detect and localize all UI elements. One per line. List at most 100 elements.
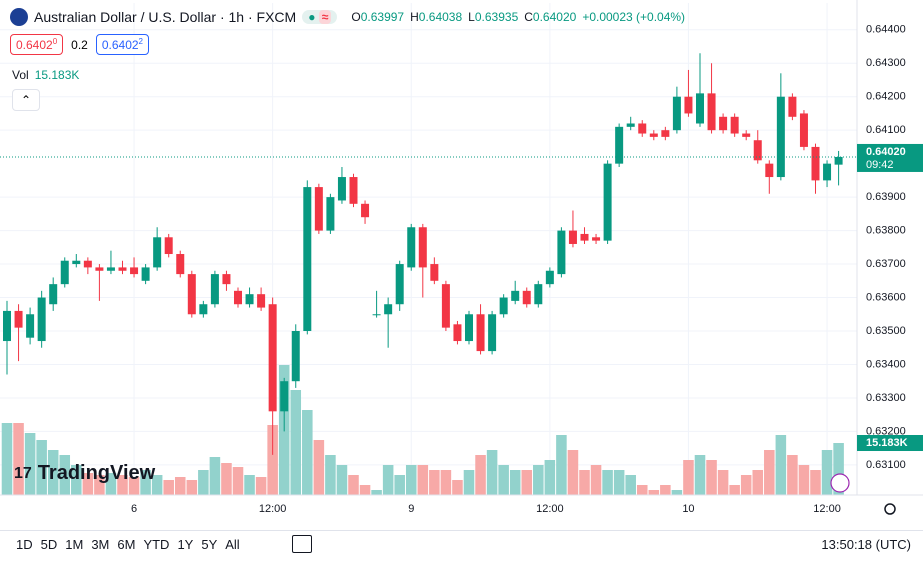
- candle-body: [72, 260, 81, 265]
- range-button[interactable]: 1Y: [177, 537, 194, 552]
- volume-bar: [579, 470, 590, 495]
- volume-bar: [590, 465, 602, 495]
- volume-bar: [706, 460, 717, 495]
- header: Australian Dollar / U.S. Dollar · 1h · F…: [10, 8, 685, 26]
- volume-bar: [371, 490, 382, 495]
- y-tick-label: 0.64300: [866, 57, 906, 69]
- volume-bar: [625, 475, 636, 495]
- range-button[interactable]: All: [225, 537, 240, 552]
- collapse-button[interactable]: ⌃: [12, 89, 40, 111]
- volume-bar: [405, 465, 417, 495]
- volume-bar: [255, 477, 267, 495]
- volume-bar: [671, 490, 683, 495]
- candle-body: [788, 96, 797, 117]
- ohlc-item: O: [351, 10, 361, 24]
- volume-label-bg: [857, 435, 923, 452]
- range-button[interactable]: 5Y: [201, 537, 218, 552]
- volume-bar: [602, 470, 613, 495]
- volume-bar: [244, 475, 255, 495]
- candle-body: [257, 294, 266, 308]
- candle-body: [603, 163, 612, 241]
- candle-body: [719, 116, 728, 131]
- candle-body: [268, 304, 277, 412]
- volume-bar: [221, 463, 232, 495]
- candle-body: [696, 93, 704, 124]
- volume-bar: [186, 480, 198, 495]
- candle-body: [649, 133, 658, 137]
- candle-body: [834, 156, 843, 165]
- candle-body: [441, 284, 450, 328]
- alert-icon: [830, 473, 850, 493]
- candle-body: [49, 284, 58, 305]
- volume-bar: [290, 390, 302, 495]
- x-tick-label: 6: [131, 503, 137, 515]
- y-tick-label: 0.63800: [866, 224, 906, 236]
- range-button[interactable]: 1M: [65, 537, 84, 552]
- range-button[interactable]: 5D: [40, 537, 58, 552]
- candle-body: [707, 93, 716, 131]
- settings-icon: [884, 503, 896, 515]
- range-button[interactable]: YTD: [143, 537, 170, 552]
- range-button[interactable]: 3M: [91, 537, 110, 552]
- range-button[interactable]: 1D: [16, 537, 33, 552]
- volume-bar: [821, 450, 833, 495]
- volume-bar: [47, 450, 59, 495]
- volume-bar: [267, 425, 278, 495]
- range-button[interactable]: 6M: [117, 537, 136, 552]
- bid-button[interactable]: 0.64020: [10, 34, 64, 55]
- logo: 17 TradingView: [14, 462, 155, 485]
- vol-label: Vol: [12, 68, 29, 82]
- status-pill[interactable]: ● ≈: [302, 10, 338, 24]
- volume-bar: [1, 423, 13, 495]
- x-tick-label: 12:00: [813, 503, 841, 515]
- calendar-button[interactable]: [292, 535, 312, 553]
- candle-body: [14, 310, 23, 328]
- y-tick-label: 0.64400: [866, 24, 906, 36]
- candle-body: [60, 260, 69, 285]
- candle-body: [3, 310, 11, 342]
- vol-value: 15.183K: [34, 68, 80, 82]
- candle-body: [545, 270, 554, 285]
- ask-sup: 2: [138, 37, 143, 46]
- candle-body: [153, 237, 162, 268]
- volume-bar: [71, 465, 82, 495]
- range-buttons: 1D 5D 1M 3M 6M YTD 1Y 5Y All: [16, 537, 248, 552]
- candle-body: [26, 314, 35, 338]
- x-tick-label: 10: [682, 503, 694, 515]
- countdown: 09:42: [866, 159, 894, 171]
- volume-bar: [648, 490, 660, 495]
- candle-body: [361, 203, 370, 218]
- volume-label: 15.183K: [866, 437, 908, 449]
- volume-bar: [833, 443, 844, 495]
- y-tick-label: 0.63700: [866, 258, 906, 270]
- volume-bar: [798, 465, 810, 495]
- candle-body: [476, 314, 485, 352]
- candle-body: [799, 113, 808, 147]
- candle-body: [95, 267, 104, 271]
- symbol-title: Australian Dollar / U.S. Dollar · 1h · F…: [34, 9, 297, 25]
- volume-bar: [140, 470, 151, 495]
- volume-bar: [128, 477, 140, 495]
- y-tick-label: 0.64100: [866, 124, 906, 136]
- ask-button[interactable]: 0.64022: [95, 34, 149, 55]
- price-label: 0.64020: [866, 146, 906, 158]
- candle-body: [245, 294, 254, 305]
- y-tick-label: 0.63600: [866, 291, 906, 303]
- y-tick-label: 0.63900: [866, 191, 906, 203]
- bid-ask: 0.64020 0.2 0.64022: [10, 34, 149, 55]
- volume-bar: [509, 470, 521, 495]
- volume-bar: [417, 465, 429, 495]
- volume-bar: [174, 477, 186, 495]
- volume-bar: [567, 450, 579, 495]
- candle-body: [372, 314, 381, 316]
- candle-body: [753, 140, 762, 161]
- candle-body: [615, 126, 624, 164]
- candle-body: [580, 233, 589, 241]
- volume-bar: [521, 470, 533, 495]
- candle-body: [37, 297, 46, 342]
- volume-bar: [533, 465, 544, 495]
- candle-body: [765, 163, 774, 178]
- candle-body: [672, 96, 681, 131]
- volume-bar: [105, 473, 117, 495]
- spread: 0.2: [71, 37, 88, 52]
